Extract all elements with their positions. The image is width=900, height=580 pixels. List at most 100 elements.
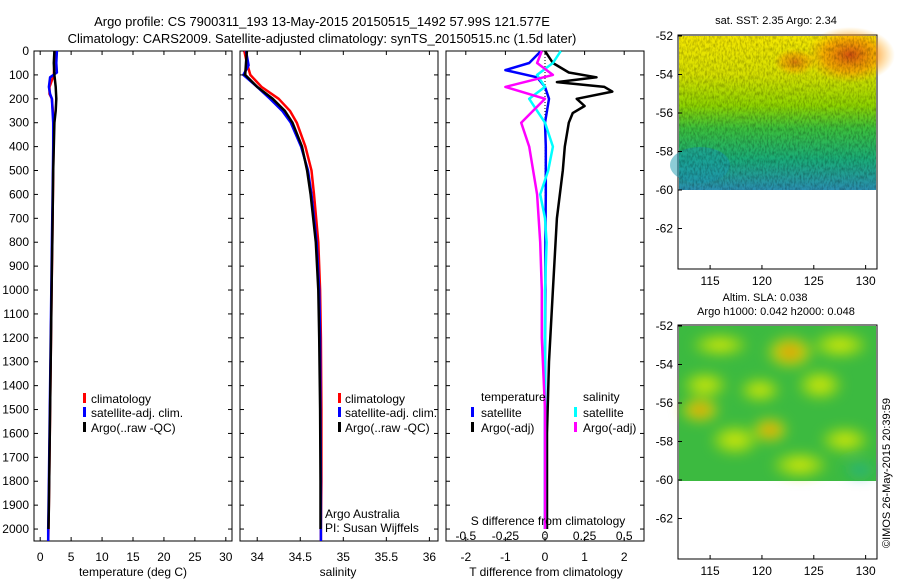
sst-map-title: sat. SST: 2.35 Argo: 2.34 bbox=[715, 15, 837, 27]
legend-label-t-satellite: satellite bbox=[481, 406, 522, 420]
legend-label-climatology: climatology bbox=[91, 392, 151, 406]
xtick-label: 0 bbox=[542, 550, 549, 564]
xtick-label: 35 bbox=[337, 550, 351, 564]
temperature-legend: climatology satellite-adj. clim. Argo(..… bbox=[83, 392, 183, 435]
ytick-label: 800 bbox=[9, 235, 29, 249]
legend-heading-temperature: temperature bbox=[481, 390, 546, 404]
legend-swatch-argo bbox=[83, 422, 86, 432]
lat-tick-label: -62 bbox=[656, 512, 674, 526]
x2tick-label: 0.5 bbox=[616, 529, 633, 543]
argo-australia-label: Argo Australia bbox=[325, 507, 400, 521]
ytick-label: 900 bbox=[9, 259, 29, 273]
x2tick-label: -0.5 bbox=[455, 529, 476, 543]
legend-swatch-argo bbox=[338, 422, 341, 432]
lon-tick-label: 125 bbox=[804, 564, 824, 578]
ytick-label: 1700 bbox=[2, 450, 29, 464]
xtick-label: 25 bbox=[188, 550, 202, 564]
ytick-label: 600 bbox=[9, 187, 29, 201]
sst-map: sat. SST: 2.35 Argo: 2.34 -52 -54 -56 -58 -6… bbox=[656, 15, 895, 288]
xtick-label: 0 bbox=[37, 550, 44, 564]
legend-label-t-argo: Argo(-adj) bbox=[481, 421, 534, 435]
temperature-xlabel: temperature (deg C) bbox=[79, 565, 187, 579]
xtick-label: 36 bbox=[423, 550, 437, 564]
xtick-label: 5 bbox=[68, 550, 75, 564]
salinity-axes-frame bbox=[239, 50, 439, 542]
sla-map-title-2: Argo h1000: 0.042 h2000: 0.048 bbox=[697, 306, 855, 318]
ytick-label: 1800 bbox=[2, 474, 29, 488]
ytick-label: 0 bbox=[22, 44, 29, 58]
xtick-label: 30 bbox=[219, 550, 233, 564]
lon-tick-label: 115 bbox=[701, 564, 720, 578]
series-line-argo bbox=[47, 50, 58, 530]
salinity-legend: climatology satellite-adj. clim. Argo(..… bbox=[338, 392, 437, 435]
legend-swatch-satellite bbox=[338, 407, 341, 417]
lat-tick-label: -60 bbox=[656, 473, 674, 487]
series-line-s_argo bbox=[504, 50, 555, 529]
ytick-label: 400 bbox=[9, 140, 29, 154]
temperature-panel: 0100200300400500600700800900100011001200… bbox=[2, 44, 233, 579]
title-line-2: Climatology: CARS2009. Satellite-adjuste… bbox=[68, 31, 577, 46]
ytick-label: 700 bbox=[9, 211, 29, 225]
lat-tick-label: -58 bbox=[656, 145, 674, 159]
lon-tick-label: 120 bbox=[752, 274, 772, 288]
lon-tick-label: 130 bbox=[856, 274, 876, 288]
legend-label-s-argo: Argo(-adj) bbox=[583, 421, 636, 435]
legend-swatch-satellite bbox=[83, 407, 86, 417]
xtick-label: 34.5 bbox=[289, 550, 313, 564]
ytick-label: 1100 bbox=[3, 307, 29, 321]
legend-swatch-s-satellite bbox=[574, 407, 577, 417]
lat-tick-label: -56 bbox=[656, 106, 674, 120]
t-difference-xlabel: T difference from climatology bbox=[469, 565, 623, 579]
lat-tick-label: -56 bbox=[656, 396, 674, 410]
pi-label: PI: Susan Wijffels bbox=[325, 521, 419, 535]
lat-tick-label: -60 bbox=[656, 183, 674, 197]
title-line-1: Argo profile: CS 7900311_193 13-May-2015… bbox=[94, 14, 550, 29]
ytick-label: 1500 bbox=[2, 403, 29, 417]
legend-label-satellite: satellite-adj. clim. bbox=[345, 406, 437, 420]
sst-field bbox=[670, 27, 895, 190]
legend-heading-salinity: salinity bbox=[583, 390, 620, 404]
lon-tick-label: 115 bbox=[701, 274, 720, 288]
legend-swatch-climatology bbox=[338, 393, 341, 403]
ytick-label: 1600 bbox=[2, 426, 29, 440]
lat-tick-label: -54 bbox=[656, 68, 674, 82]
lat-tick-label: -54 bbox=[656, 358, 674, 372]
ytick-label: 200 bbox=[9, 92, 29, 106]
ytick-label: 1900 bbox=[2, 498, 29, 512]
legend-label-satellite: satellite-adj. clim. bbox=[91, 406, 183, 420]
xtick-label: 1 bbox=[581, 550, 588, 564]
series-line-argo bbox=[243, 50, 322, 529]
legend-swatch-t-argo bbox=[471, 422, 474, 432]
xtick-label: 20 bbox=[157, 550, 171, 564]
lon-tick-label: 120 bbox=[752, 564, 772, 578]
xtick-label: -2 bbox=[460, 550, 471, 564]
xtick-label: -1 bbox=[500, 550, 511, 564]
ytick-label: 1000 bbox=[2, 283, 29, 297]
xtick-label: 34 bbox=[251, 550, 265, 564]
legend-label-argo: Argo(..raw -QC) bbox=[91, 421, 176, 435]
xtick-label: 15 bbox=[126, 550, 140, 564]
x2tick-label: 0.25 bbox=[573, 529, 597, 543]
ytick-label: 1300 bbox=[2, 355, 29, 369]
sla-field bbox=[678, 326, 878, 481]
ytick-label: 300 bbox=[9, 116, 29, 130]
salinity-xlabel: salinity bbox=[320, 565, 357, 579]
xtick-label: 10 bbox=[95, 550, 109, 564]
lon-tick-label: 130 bbox=[856, 564, 876, 578]
lat-tick-label: -58 bbox=[656, 435, 674, 449]
s-difference-xlabel: S difference from climatology bbox=[471, 514, 626, 528]
temperature-axes-frame bbox=[33, 50, 233, 542]
difference-panel: -2 -1 0 1 2 -0.5 -0.25 0 0.25 0.5 T difference fr… bbox=[445, 50, 645, 579]
lon-tick-label: 125 bbox=[804, 274, 824, 288]
ytick-label: 1200 bbox=[2, 331, 29, 345]
ytick-label: 2000 bbox=[2, 522, 29, 536]
xtick-label: 2 bbox=[621, 550, 628, 564]
x2tick-label: -0.25 bbox=[492, 529, 520, 543]
ytick-label: 1400 bbox=[2, 379, 29, 393]
legend-label-argo: Argo(..raw -QC) bbox=[345, 421, 430, 435]
xtick-label: 35.5 bbox=[375, 550, 399, 564]
legend-swatch-climatology bbox=[83, 393, 86, 403]
x2tick-label: 0 bbox=[542, 529, 549, 543]
sla-map-title-1: Altim. SLA: 0.038 bbox=[723, 292, 808, 304]
